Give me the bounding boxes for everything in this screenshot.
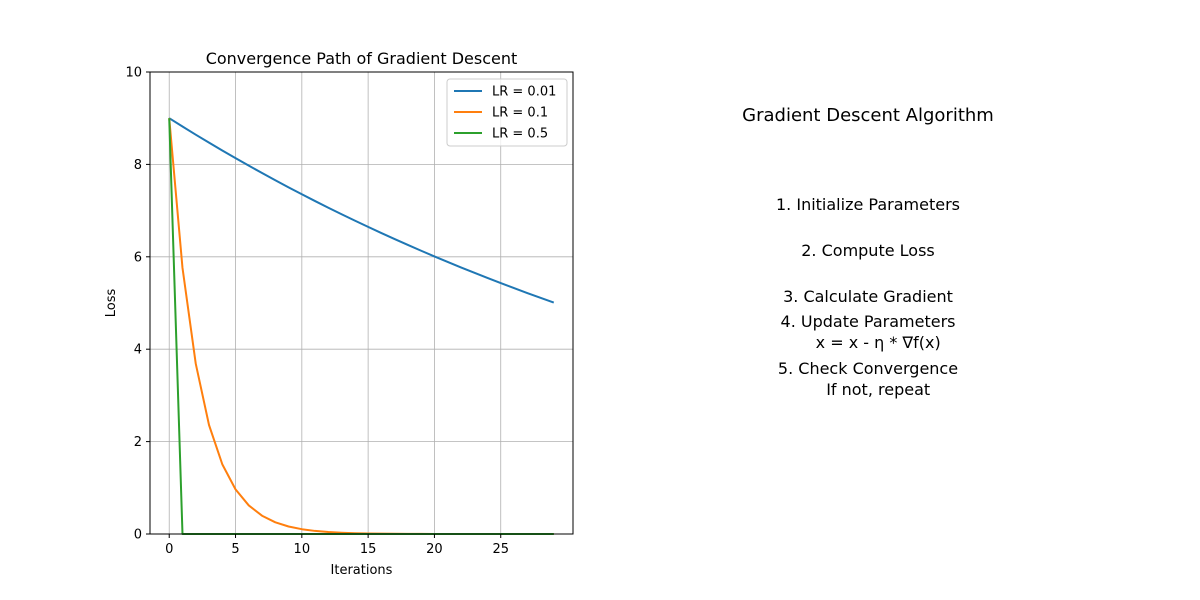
axis-ticks: 0 5 10 15 20 25 0 2 4 6 8 10 [125,66,509,558]
x-tick-label: 5 [231,542,239,557]
x-tick-label: 25 [492,542,509,557]
series-line-2 [168,118,554,535]
legend-label: LR = 0.1 [492,106,548,121]
step-5: 5. Check Convergence If not, repeat [777,359,959,399]
legend-label: LR = 0.5 [492,127,548,142]
y-tick-label: 0 [134,528,142,543]
step-2: 2. Compute Loss [801,241,935,260]
step-1: 1. Initialize Parameters [776,195,960,214]
step-3: 3. Calculate Gradient [783,287,953,306]
y-tick-label: 10 [125,66,142,81]
convergence-chart: 0 5 10 15 20 25 0 2 4 6 8 10 Convergence Path of Gr… [104,49,574,578]
y-tick-label: 8 [134,158,142,173]
x-axis-label: Iterations [331,563,393,578]
y-tick-label: 4 [134,343,142,358]
legend-label: LR = 0.01 [492,85,556,100]
series-lines [168,117,555,535]
legend: LR = 0.01 LR = 0.1 LR = 0.5 [446,78,568,147]
plot-frame [149,71,574,535]
step-4: 4. Update Parameters x = x - η * ∇f(x) [780,312,956,352]
legend-box [446,78,568,147]
y-axis-label: Loss [104,289,119,318]
y-tick-label: 6 [134,250,142,265]
y-tick-label: 2 [134,435,142,450]
x-tick-label: 20 [426,542,443,557]
x-tick-label: 0 [165,542,173,557]
x-tick-label: 15 [360,542,377,557]
algorithm-title: Gradient Descent Algorithm [742,105,994,126]
series-line-1 [168,117,555,304]
chart-title: Convergence Path of Gradient Descent [206,49,518,68]
x-tick-label: 10 [294,542,311,557]
